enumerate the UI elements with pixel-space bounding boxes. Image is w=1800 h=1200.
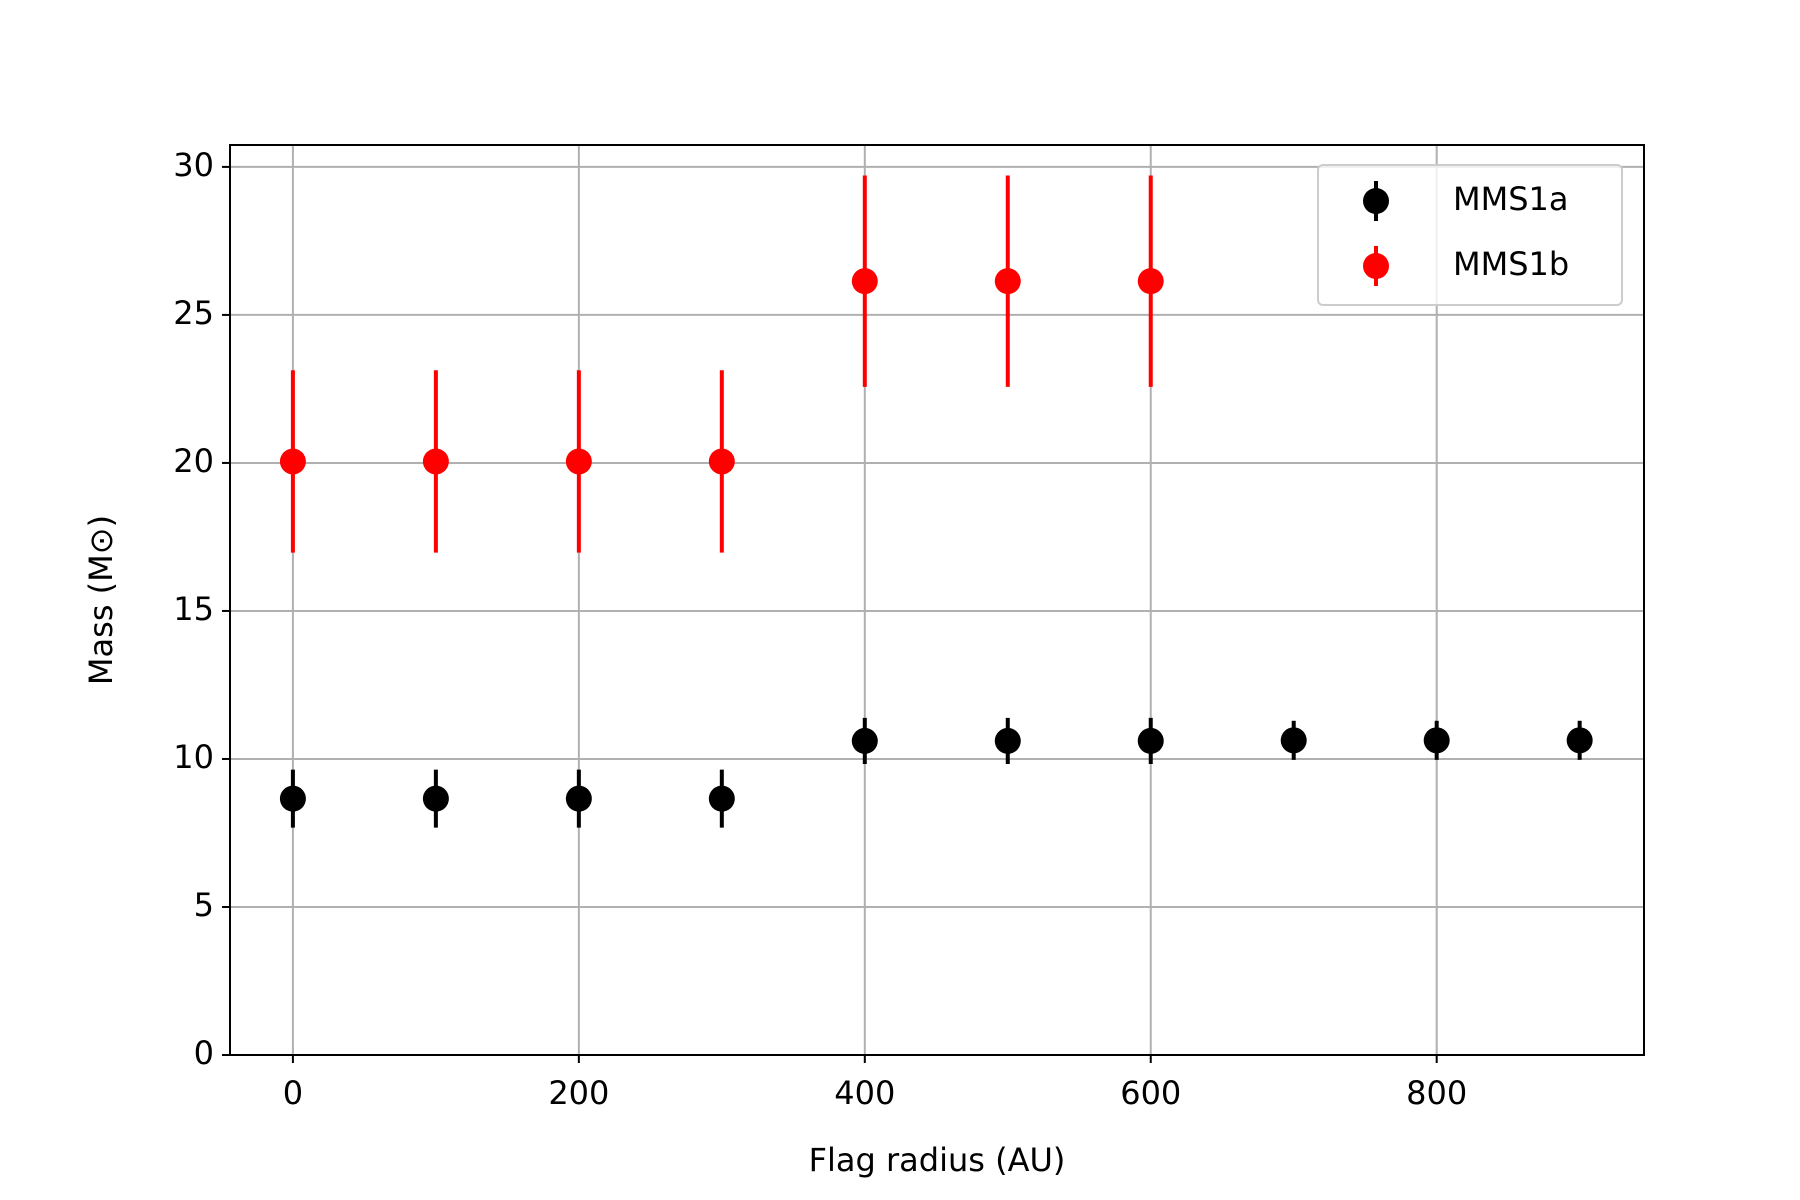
point [1423,727,1450,754]
x-tick-label: 600 [1120,1074,1181,1112]
y-tick-label: 0 [194,1034,214,1072]
legend-label: MMS1a [1453,180,1569,218]
y-tick-label: 10 [173,738,214,776]
point [994,727,1021,754]
x-tick-label: 0 [283,1074,303,1112]
point [279,448,306,475]
point [1137,727,1164,754]
y-axis-label: Mass (M⊙) [82,515,120,685]
point [708,785,735,812]
legend-label: MMS1b [1453,245,1569,283]
point [422,785,449,812]
y-tick-label: 15 [173,590,214,628]
point [279,785,306,812]
point [708,448,735,475]
legend-box [1317,164,1623,306]
x-tick-label: 400 [834,1074,895,1112]
point [565,785,592,812]
y-tick-label: 25 [173,294,214,332]
x-tick-label: 200 [548,1074,609,1112]
point [994,268,1021,295]
point [851,727,878,754]
point [1137,268,1164,295]
y-tick-label: 30 [173,146,214,184]
point [422,448,449,475]
x-axis-label: Flag radius (AU) [809,1141,1066,1179]
plot-frame [229,144,1645,1056]
point [851,268,878,295]
y-tick-label: 5 [194,886,214,924]
point [1280,727,1307,754]
x-tick-label: 800 [1406,1074,1467,1112]
y-tick-label: 20 [173,442,214,480]
point [1566,727,1593,754]
legend-marker [1363,253,1389,279]
legend-marker [1363,188,1389,214]
point [565,448,592,475]
